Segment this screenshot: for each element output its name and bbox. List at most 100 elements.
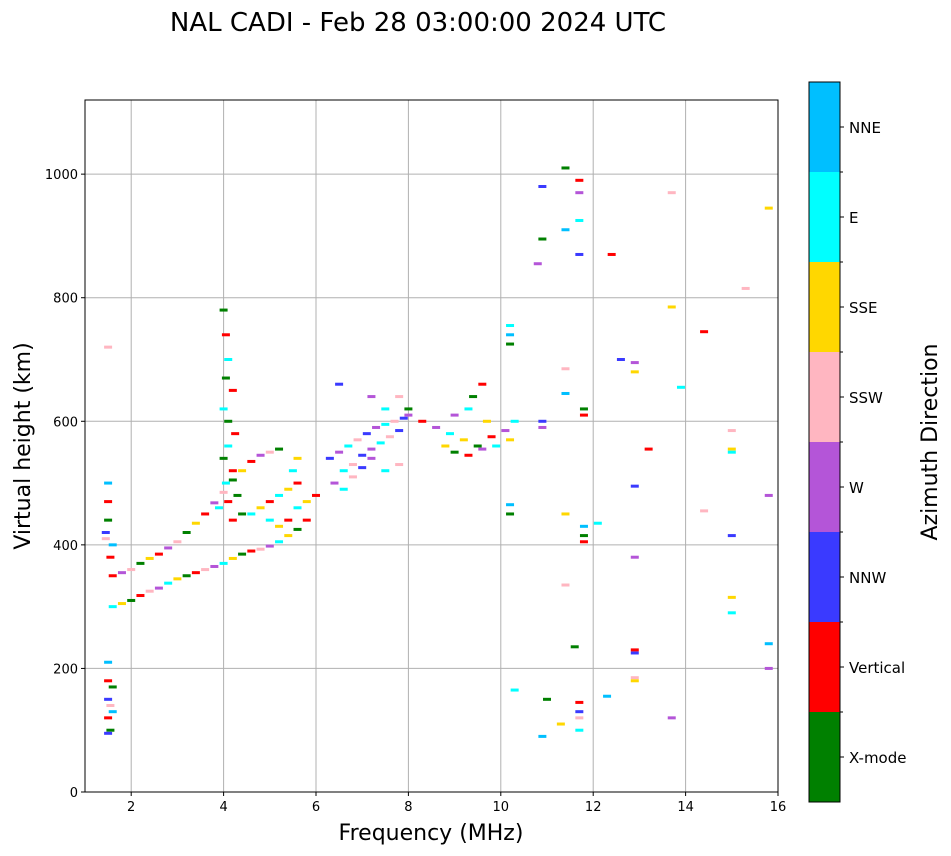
echo-point	[385, 435, 394, 439]
echo-point	[108, 605, 117, 609]
echo-point	[561, 367, 570, 371]
echo-point	[607, 252, 616, 256]
echo-point	[399, 416, 408, 420]
colorbar-tick-label: E	[849, 209, 858, 227]
echo-point	[127, 568, 136, 572]
echo-point	[312, 493, 320, 497]
echo-point	[764, 666, 773, 670]
echo-point	[538, 419, 547, 423]
echo-point	[538, 185, 547, 188]
echo-point	[173, 540, 182, 544]
echo-point	[372, 425, 381, 429]
echo-point	[538, 237, 547, 241]
echo-point	[404, 407, 413, 411]
echo-point	[445, 432, 454, 436]
echo-point	[395, 429, 404, 433]
echo-point	[390, 419, 399, 423]
echo-point	[616, 358, 625, 361]
echo-point	[221, 376, 230, 380]
echo-point	[104, 518, 113, 522]
echo-point	[570, 645, 579, 649]
echo-point	[358, 453, 367, 457]
echo-point	[221, 333, 230, 337]
echo-point	[145, 589, 154, 593]
echo-point	[238, 469, 247, 473]
echo-point	[219, 308, 228, 312]
echo-point	[727, 595, 736, 599]
echo-point	[219, 561, 228, 565]
echo-point	[630, 484, 639, 488]
echo-point	[247, 549, 256, 553]
echo-point	[104, 716, 113, 720]
echo-point	[288, 469, 297, 473]
echo-point	[219, 456, 228, 460]
echo-point	[293, 527, 302, 531]
x-tick-label: 14	[677, 800, 694, 815]
echo-point	[575, 218, 584, 222]
echo-point	[284, 487, 293, 491]
echo-point	[575, 710, 584, 714]
colorbar-segment	[809, 442, 840, 532]
echo-point	[478, 382, 487, 386]
echo-point	[293, 506, 302, 510]
colorbar-frame	[808, 81, 841, 803]
echo-point	[556, 722, 565, 726]
echo-point	[265, 450, 274, 454]
echo-point	[561, 512, 570, 516]
echo-point	[667, 305, 676, 309]
echo-point	[506, 342, 515, 346]
echo-point	[579, 524, 588, 528]
echo-point	[247, 459, 256, 463]
x-tick-label: 4	[219, 800, 227, 815]
echo-point	[173, 577, 182, 581]
echo-point	[224, 444, 233, 448]
echo-point	[127, 598, 136, 602]
echo-point	[145, 556, 154, 560]
echo-point	[561, 166, 570, 170]
echo-point	[339, 469, 348, 473]
echo-point	[432, 425, 441, 429]
echo-point	[106, 704, 115, 707]
x-axis: 2 4 6 8 10 12 14 16	[127, 792, 786, 815]
echo-point	[330, 481, 339, 485]
echo-point	[117, 571, 126, 575]
echo-point	[579, 407, 588, 411]
echo-point	[492, 444, 501, 448]
echo-point	[104, 679, 113, 683]
echo-point	[506, 333, 515, 337]
echo-point	[764, 493, 773, 497]
echo-point	[344, 444, 353, 448]
echo-point	[224, 500, 233, 504]
echo-point	[104, 500, 113, 504]
y-tick-label: 0	[70, 786, 78, 801]
echo-point	[473, 444, 482, 448]
echo-point	[219, 407, 228, 411]
echo-point	[764, 642, 773, 646]
echo-point	[136, 594, 145, 598]
echo-point	[335, 382, 344, 386]
echo-point	[256, 547, 265, 551]
x-tick-label: 10	[493, 800, 510, 815]
echo-point	[367, 395, 376, 399]
echo-point	[182, 574, 191, 578]
echo-point	[108, 543, 117, 547]
echo-point	[579, 540, 588, 544]
echo-point	[164, 581, 173, 585]
echo-point	[191, 521, 200, 525]
echo-point	[182, 531, 191, 534]
echo-point	[302, 500, 311, 504]
echo-point	[228, 478, 237, 482]
echo-point	[101, 537, 110, 541]
echo-point	[228, 518, 237, 522]
echo-point	[191, 571, 200, 575]
y-tick-label: 400	[53, 539, 78, 554]
echo-point	[376, 441, 385, 445]
echo-point	[561, 228, 570, 232]
colorbar-segment	[809, 712, 840, 802]
colorbar-segment	[809, 352, 840, 442]
echo-point	[154, 552, 163, 556]
chart-title: NAL CADI - Feb 28 03:00:00 2024 UTC	[170, 8, 666, 38]
echo-point	[284, 534, 293, 538]
echo-point	[482, 419, 491, 423]
